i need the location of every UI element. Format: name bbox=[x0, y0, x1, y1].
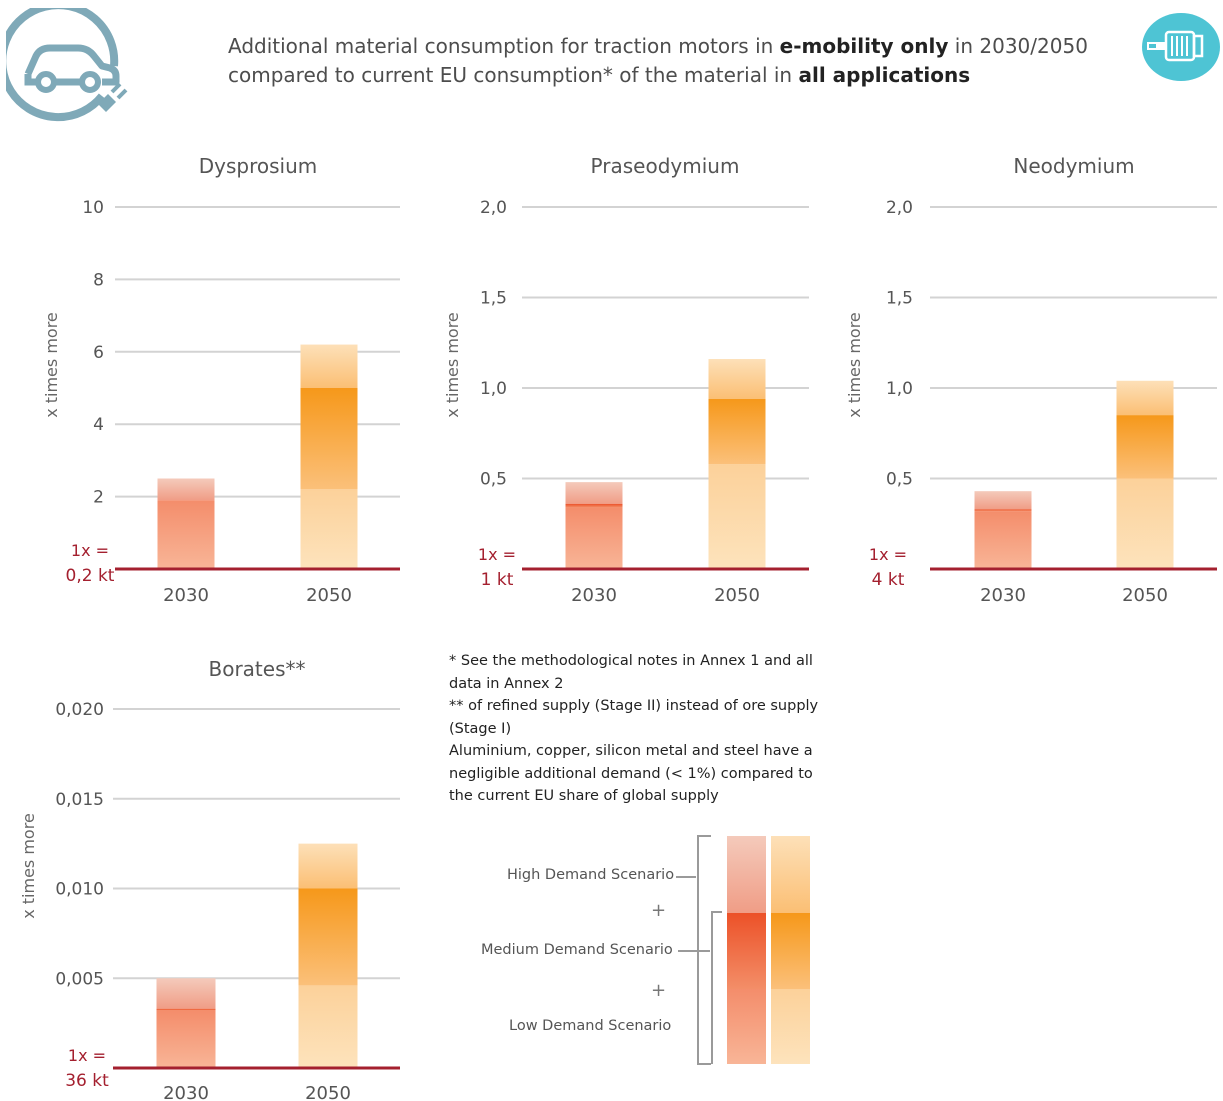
x-tick-label-praseodymium-2050: 2050 bbox=[714, 585, 760, 606]
bar-high-praseodymium-2050 bbox=[708, 359, 766, 399]
chart-title-borates: Borates** bbox=[208, 657, 305, 681]
bar-high-borates-2050 bbox=[298, 843, 358, 889]
bar-low-neodymium-2030 bbox=[974, 511, 1032, 569]
y-tick-label-neodymium: 1,5 bbox=[886, 289, 913, 309]
baseline-label-neodymium: 1x = bbox=[869, 545, 907, 564]
bar-low-neodymium-2050 bbox=[1116, 478, 1174, 569]
y-tick-label-borates: 0,005 bbox=[55, 969, 104, 989]
y-tick-label-borates: 0,020 bbox=[55, 700, 104, 720]
y-tick-label-praseodymium: 1,0 bbox=[480, 379, 507, 399]
baseline-label-borates: 1x = bbox=[68, 1046, 106, 1065]
x-tick-label-neodymium-2030: 2030 bbox=[980, 585, 1026, 606]
footnote-refined-supply: ** of refined supply (Stage II) instead … bbox=[449, 698, 819, 737]
x-tick-label-dysprosium-2030: 2030 bbox=[163, 585, 209, 606]
baseline-label-praseodymium: 1x = bbox=[478, 545, 516, 564]
y-tick-label-dysprosium: 6 bbox=[93, 343, 104, 363]
bar-high-borates-2030 bbox=[156, 978, 216, 1009]
footnote-negligible-demand: Aluminium, copper, silicon metal and ste… bbox=[449, 743, 813, 804]
bar-medium-neodymium-2050 bbox=[1116, 415, 1174, 479]
y-tick-label-neodymium: 2,0 bbox=[886, 198, 913, 218]
y-tick-label-dysprosium: 8 bbox=[93, 270, 104, 290]
y-axis-label-neodymium: x times more bbox=[845, 312, 864, 418]
bar-medium-neodymium-2030 bbox=[974, 509, 1032, 512]
x-tick-label-dysprosium-2050: 2050 bbox=[306, 585, 352, 606]
bar-high-dysprosium-2030 bbox=[157, 478, 215, 501]
baseline-value-praseodymium: 1 kt bbox=[481, 570, 514, 590]
bar-low-dysprosium-2050 bbox=[300, 489, 358, 569]
x-tick-label-borates-2030: 2030 bbox=[163, 1083, 209, 1101]
bar-high-praseodymium-2030 bbox=[565, 482, 623, 504]
bar-low-praseodymium-2030 bbox=[565, 507, 623, 569]
y-tick-label-neodymium: 1,0 bbox=[886, 379, 913, 399]
y-tick-label-dysprosium: 2 bbox=[93, 488, 104, 508]
footnote-annex: * See the methodological notes in Annex … bbox=[449, 653, 813, 692]
electric-car-plug-icon bbox=[0, 1, 132, 130]
y-tick-label-praseodymium: 1,5 bbox=[480, 289, 507, 309]
bar-medium-borates-2050 bbox=[298, 888, 358, 986]
y-tick-label-praseodymium: 2,0 bbox=[480, 198, 507, 218]
bar-medium-praseodymium-2050 bbox=[708, 398, 766, 465]
y-axis-label-praseodymium: x times more bbox=[443, 312, 462, 418]
bar-low-praseodymium-2050 bbox=[708, 464, 766, 569]
y-tick-label-borates: 0,010 bbox=[55, 880, 104, 900]
x-tick-label-praseodymium-2030: 2030 bbox=[571, 585, 617, 606]
chart-title-praseodymium: Praseodymium bbox=[591, 154, 740, 178]
bar-low-dysprosium-2030 bbox=[157, 500, 215, 569]
y-tick-label-praseodymium: 0,5 bbox=[480, 470, 507, 490]
bar-low-borates-2050 bbox=[298, 985, 358, 1068]
bar-medium-praseodymium-2030 bbox=[565, 503, 623, 508]
y-axis-label-borates: x times more bbox=[19, 813, 38, 919]
electric-motor-icon bbox=[1140, 12, 1222, 88]
bar-high-neodymium-2030 bbox=[974, 491, 1032, 510]
chart-title-dysprosium: Dysprosium bbox=[199, 154, 318, 178]
baseline-value-dysprosium: 0,2 kt bbox=[66, 566, 115, 586]
bar-high-neodymium-2050 bbox=[1116, 380, 1174, 416]
bar-medium-borates-2030 bbox=[156, 1008, 216, 1011]
bar-high-dysprosium-2050 bbox=[300, 344, 358, 388]
y-tick-label-neodymium: 0,5 bbox=[886, 470, 913, 490]
y-tick-label-dysprosium: 10 bbox=[82, 198, 104, 218]
bar-medium-dysprosium-2050 bbox=[300, 388, 358, 490]
chart-main-title: Additional material consumption for trac… bbox=[228, 34, 1088, 87]
chart-title-neodymium: Neodymium bbox=[1013, 154, 1134, 178]
y-axis-label-dysprosium: x times more bbox=[42, 312, 61, 418]
y-tick-label-dysprosium: 4 bbox=[93, 415, 104, 435]
x-tick-label-neodymium-2050: 2050 bbox=[1122, 585, 1168, 606]
footnotes: * See the methodological notes in Annex … bbox=[449, 650, 829, 808]
y-tick-label-borates: 0,015 bbox=[55, 790, 104, 810]
baseline-value-borates: 36 kt bbox=[65, 1071, 109, 1091]
baseline-value-neodymium: 4 kt bbox=[872, 570, 905, 590]
x-tick-label-borates-2050: 2050 bbox=[305, 1083, 351, 1101]
bar-low-borates-2030 bbox=[156, 1010, 216, 1068]
baseline-label-dysprosium: 1x = bbox=[71, 541, 109, 560]
